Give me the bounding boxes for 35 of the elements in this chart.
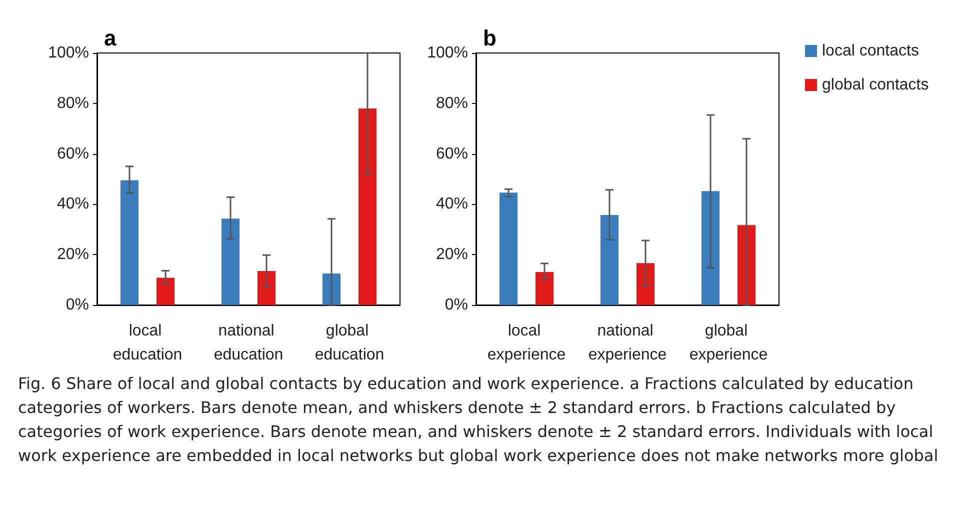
y-tick-label: 80%: [56, 94, 89, 112]
bar: [738, 225, 756, 305]
bar: [500, 192, 518, 305]
x-tick-label: global education: [314, 322, 384, 364]
bar: [536, 272, 554, 305]
y-tick-label: 0%: [444, 296, 468, 314]
y-tick-label: 40%: [56, 196, 89, 213]
caption: Fig. 6 Share of local and global contacts by education and work experience. a Fractions calculated by education categories of workers. Bars denote mean, and whiskers denote ± 2 standard errors. b Fractions calculated by categories of work experience. Bars denote mean, and whiskers denote ± 2 standard errors. Individuals with local work experience are embedded in local networks but global work experience does not make networks more global: [18, 373, 940, 467]
legend-label: global contacts: [822, 76, 929, 94]
x-tick-label: local education: [112, 322, 182, 364]
y-tick-label: 80%: [436, 94, 468, 112]
y-tick-label: 60%: [436, 145, 468, 162]
x-tick-label: local experience: [487, 322, 566, 364]
bar: [258, 270, 276, 305]
bar: [600, 215, 618, 305]
y-tick-label: 40%: [436, 196, 468, 213]
bar: [702, 191, 720, 305]
y-tick-label: 20%: [436, 246, 468, 264]
chart-title: b: [483, 26, 496, 50]
y-tick-label: 60%: [56, 145, 89, 162]
legend-label: local contacts: [822, 42, 919, 60]
bar: [120, 180, 138, 305]
y-tick-label: 100%: [427, 44, 468, 62]
y-tick-label: 0%: [66, 296, 89, 314]
bar: [636, 263, 654, 305]
x-tick-label: national education: [214, 322, 284, 364]
bar: [156, 278, 174, 305]
bar: [322, 274, 340, 305]
y-tick-label: 20%: [56, 246, 89, 264]
y-tick-label: 100%: [48, 44, 89, 62]
x-tick-label: national experience: [588, 322, 667, 364]
bar: [222, 218, 240, 305]
chart-title: a: [104, 26, 117, 50]
x-tick-label: global experience: [689, 322, 768, 364]
bar: [358, 108, 376, 305]
